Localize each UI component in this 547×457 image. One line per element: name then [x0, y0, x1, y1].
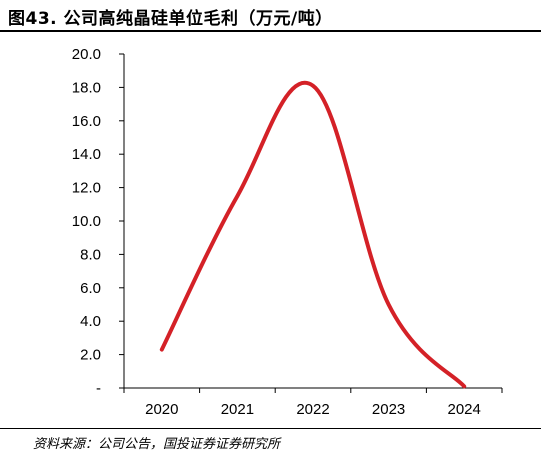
- source-rule: [0, 428, 541, 429]
- data-point-2024: [462, 384, 466, 388]
- y-tick-label: 2.0: [80, 347, 101, 364]
- series-layer: [159, 81, 467, 389]
- data-point-2021: [235, 194, 239, 198]
- source-note: 资料来源：公司公告，国投证券证券研究所: [33, 437, 281, 452]
- x-tick-label: 2021: [221, 401, 254, 418]
- data-point-2023: [387, 303, 391, 307]
- y-axis: - 2.0 4.0 6.0 8.0 10.0 12.0 14.0 16.0 18.0 20.0: [72, 46, 125, 397]
- data-point-2020: [160, 348, 164, 352]
- y-tick-label: 8.0: [80, 246, 101, 263]
- y-tick-label: 14.0: [72, 146, 101, 163]
- y-tick-label: 10.0: [72, 213, 101, 230]
- data-point-2022: [311, 84, 315, 88]
- gross-profit-line-chart: - 2.0 4.0 6.0 8.0 10.0 12.0 14.0 16.0 18.0 20.0 20…: [72, 46, 503, 418]
- series-line-0: [159, 81, 467, 389]
- y-tick-label: -: [96, 380, 101, 397]
- y-tick-label: 4.0: [80, 313, 101, 330]
- x-tick-label: 2020: [145, 401, 178, 418]
- y-tick-label: 12.0: [72, 180, 101, 197]
- y-tick-label: 16.0: [72, 113, 101, 130]
- x-axis: 2020 2021 2022 2023 2024: [123, 387, 503, 418]
- title-rule: [0, 30, 541, 32]
- y-tick-label: 18.0: [72, 79, 101, 96]
- x-tick-label: 2024: [448, 401, 481, 418]
- y-tick-label: 6.0: [80, 280, 101, 297]
- x-tick-label: 2023: [372, 401, 405, 418]
- figure-title: 图43. 公司高纯晶硅单位毛利（万元/吨）: [8, 9, 333, 29]
- x-tick-label: 2022: [296, 401, 329, 418]
- y-tick-label: 20.0: [72, 46, 101, 63]
